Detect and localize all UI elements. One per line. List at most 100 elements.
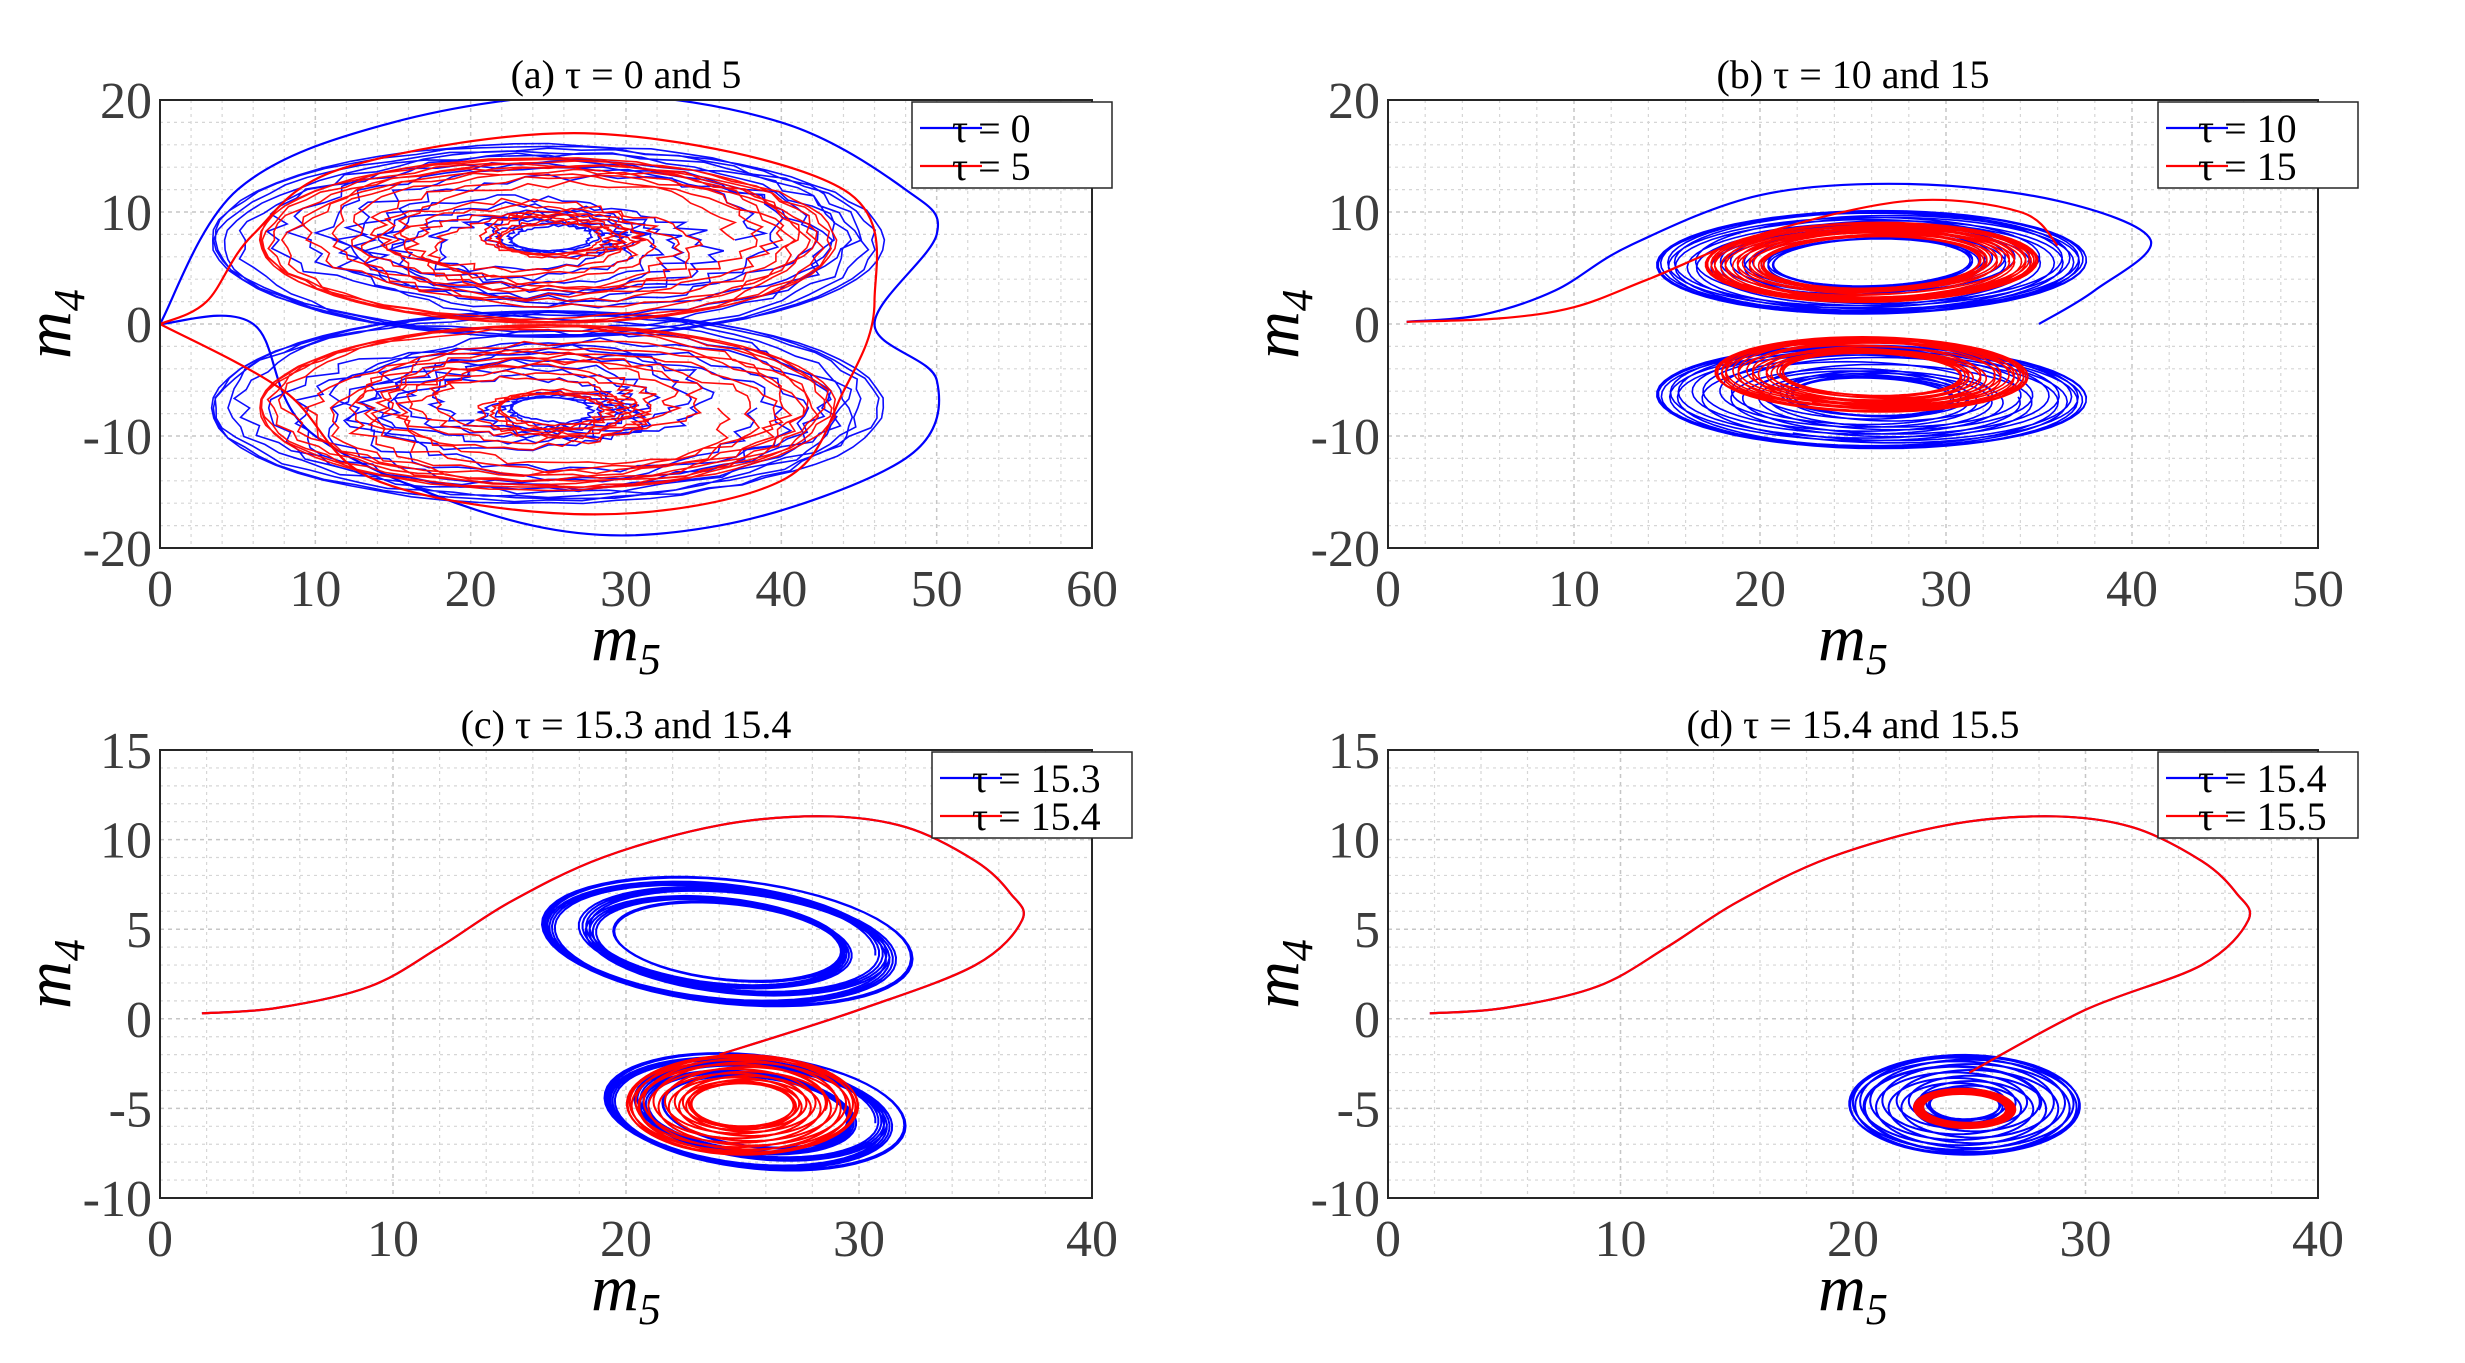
x-tick-label: 50 — [2292, 561, 2344, 618]
panel-d: 0 10 20 30 40 -10 -5 0 5 10 15 (d) τ = 15.4 and 15.… — [1240, 702, 2359, 1334]
legend-box — [911, 101, 1113, 189]
legend-label: τ = 15.4 — [972, 794, 1101, 839]
y-axis-label: m4 — [12, 939, 94, 1009]
x-tick-label: 40 — [2106, 561, 2158, 618]
axes-box — [159, 99, 1093, 549]
trajectory-outer — [160, 100, 941, 537]
legend-label: τ = 15 — [2198, 144, 2297, 189]
legend-label: τ = 15.3 — [972, 756, 1101, 801]
panel-title: (d) τ = 15.4 and 15.5 — [1686, 702, 2019, 747]
trajectory-lobe — [1656, 344, 2088, 450]
legend: τ = 15.4τ = 15.5 — [2157, 751, 2359, 839]
panel-c: 0 10 20 30 40 -10 -5 0 5 10 15 (c) τ = 15.3 and 15.… — [12, 702, 1133, 1334]
trajectory-transient — [1406, 182, 2153, 325]
x-axis-label: m5 — [591, 1252, 661, 1334]
y-tick-label: 0 — [126, 297, 152, 354]
trajectory-lobe — [1704, 221, 2039, 304]
x-tick-label: 10 — [1548, 561, 1600, 618]
x-axis-label: m5 — [1818, 1252, 1888, 1334]
y-tick-label: -10 — [83, 409, 152, 466]
y-tick-label: -5 — [109, 1081, 152, 1138]
axes-box — [159, 749, 1093, 1199]
x-tick-label: 0 — [147, 561, 173, 618]
axes-box — [1387, 749, 2319, 1199]
y-tick-label: -5 — [1337, 1081, 1380, 1138]
trajectory-lobe — [1714, 335, 2029, 413]
x-tick-label: 20 — [600, 1211, 652, 1268]
y-axis-label: m4 — [1240, 939, 1322, 1009]
trajectory-lobe — [540, 875, 914, 1008]
x-tick-label: 20 — [445, 561, 497, 618]
x-tick-label: 40 — [2292, 1211, 2344, 1268]
panel-title: (a) τ = 0 and 5 — [511, 52, 742, 97]
trajectory-lobe — [259, 323, 837, 492]
series-group — [1429, 815, 2252, 1156]
x-tick-label: 40 — [755, 561, 807, 618]
y-tick-label: 10 — [100, 813, 152, 870]
y-tick-label: 0 — [1354, 992, 1380, 1049]
series-group — [1406, 182, 2153, 450]
x-tick-label: 30 — [2060, 1211, 2112, 1268]
legend: τ = 15.3τ = 15.4 — [931, 751, 1133, 839]
panel-a: 0 10 20 30 40 50 60 -20 -10 0 10 20 (a) τ = 0 and 5 m… — [12, 52, 1118, 684]
y-tick-label: 5 — [126, 902, 152, 959]
series-2 — [1406, 198, 2059, 413]
x-tick-label: 20 — [1734, 561, 1786, 618]
y-tick-label: 0 — [1354, 297, 1380, 354]
legend-label: τ = 15.4 — [2198, 756, 2327, 801]
x-tick-label: 10 — [1595, 1211, 1647, 1268]
x-tick-label: 10 — [367, 1211, 419, 1268]
panel-title: (c) τ = 15.3 and 15.4 — [461, 702, 792, 747]
x-axis-label: m5 — [1818, 602, 1888, 684]
x-tick-label: 0 — [147, 1211, 173, 1268]
legend-box — [931, 751, 1133, 839]
x-axis-label: m5 — [591, 602, 661, 684]
y-axis-label: m4 — [1240, 289, 1322, 359]
y-tick-label: 10 — [100, 185, 152, 242]
series-1 — [201, 815, 1025, 1172]
trajectory-lobe — [258, 157, 838, 324]
x-tick-label: 30 — [1920, 561, 1972, 618]
series-group — [201, 815, 1025, 1172]
series-2 — [160, 132, 879, 516]
legend-label: τ = 10 — [2198, 106, 2297, 151]
trajectory-ring — [625, 1053, 859, 1156]
y-tick-label: -10 — [1311, 409, 1380, 466]
legend: τ = 0τ = 5 — [911, 101, 1113, 189]
x-tick-label: 0 — [1375, 561, 1401, 618]
x-tick-label: 30 — [833, 1211, 885, 1268]
series-group — [160, 100, 941, 537]
x-tick-label: 30 — [600, 561, 652, 618]
y-axis-label: m4 — [12, 289, 94, 359]
x-tick-label: 10 — [289, 561, 341, 618]
y-tick-label: -20 — [83, 521, 152, 578]
trajectory-ring — [1848, 1053, 2081, 1156]
y-tick-label: 10 — [1328, 185, 1380, 242]
trajectory-transient — [201, 815, 1025, 1056]
legend: τ = 10τ = 15 — [2157, 101, 2359, 189]
trajectory-outer — [160, 132, 879, 516]
legend-label: τ = 0 — [952, 106, 1031, 151]
legend-box — [2157, 751, 2359, 839]
y-tick-label: 20 — [1328, 73, 1380, 130]
y-tick-label: 15 — [1328, 723, 1380, 780]
panel-b: 0 10 20 30 40 50 -20 -10 0 10 20 (b) τ = 10 and 15 m… — [1240, 52, 2359, 684]
panel-title: (b) τ = 10 and 15 — [1716, 52, 1989, 97]
y-tick-label: -20 — [1311, 521, 1380, 578]
legend-box — [2157, 101, 2359, 189]
legend-label: τ = 5 — [952, 144, 1031, 189]
x-tick-label: 0 — [1375, 1211, 1401, 1268]
axes-box — [1387, 99, 2319, 549]
series-1 — [160, 100, 941, 537]
x-tick-label: 20 — [1827, 1211, 1879, 1268]
trajectory-ring — [1912, 1087, 2017, 1130]
series-2 — [201, 815, 1025, 1156]
trajectory-transient — [1429, 815, 2252, 1074]
y-tick-label: -10 — [83, 1171, 152, 1228]
x-tick-label: 50 — [911, 561, 963, 618]
y-tick-label: 15 — [100, 723, 152, 780]
y-tick-label: 5 — [1354, 902, 1380, 959]
y-tick-label: 0 — [126, 992, 152, 1049]
series-2 — [1429, 815, 2252, 1130]
